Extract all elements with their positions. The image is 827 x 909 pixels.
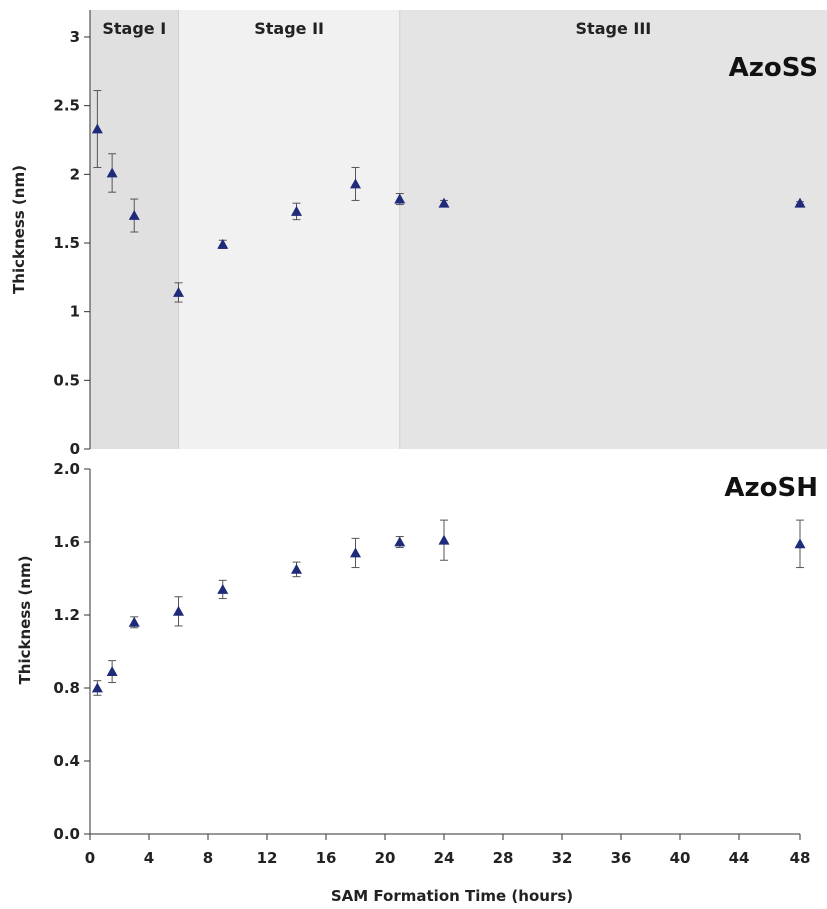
top-panel-azoss: Stage I Stage II Stage III 0 0.5 1 1.5 2 2.5 3 Thi… — [10, 10, 827, 458]
azoss-data-point — [394, 193, 406, 204]
azosh-data-point — [350, 547, 361, 558]
bottom-panel-azosh: 0.00.40.81.21.62.00 4 8 12 16 20 24 28 32 36 40 44 4… — [16, 460, 818, 905]
top-panel-label: AzoSS — [729, 53, 818, 83]
top-y-tick-label: 3 — [70, 28, 80, 46]
top-y-tick-label: 2.5 — [53, 97, 80, 115]
x-tick-label: 4 — [144, 849, 154, 867]
azosh-data-point — [438, 534, 450, 545]
stage-label-1: Stage I — [102, 19, 166, 38]
azosh-data-point — [794, 538, 806, 549]
azosh-data-point — [91, 682, 103, 693]
bottom-panel-label: AzoSH — [724, 473, 818, 503]
stage-label-2: Stage II — [254, 19, 324, 38]
azoss-data-point — [91, 123, 103, 134]
stage-band-2 — [178, 10, 400, 449]
azosh-data-point — [217, 583, 229, 594]
bottom-y-tick-label: 0.4 — [53, 752, 80, 770]
x-tick-label: 36 — [611, 849, 632, 867]
bottom-y-tick-label: 0.8 — [53, 679, 80, 697]
bottom-y-axis-title: Thickness (nm) — [16, 556, 34, 685]
azoss-data-point — [291, 205, 302, 216]
top-y-tick-label: 2 — [70, 165, 80, 183]
azosh-data-point — [173, 605, 184, 616]
azoss-data-point — [106, 167, 118, 178]
bottom-y-tick-label: 1.6 — [53, 533, 80, 551]
x-tick-label: 20 — [375, 849, 396, 867]
azoss-data-point — [128, 210, 140, 220]
x-tick-label: 48 — [790, 849, 811, 867]
azoss-data-point — [173, 286, 184, 297]
bottom-y-tick-label: 2.0 — [53, 460, 80, 478]
azosh-data-point — [128, 616, 140, 627]
azoss-data-point — [438, 197, 450, 208]
top-y-tick-label: 1.5 — [53, 234, 80, 252]
top-y-tick-label: 1 — [70, 303, 80, 321]
x-tick-label: 0 — [85, 849, 95, 867]
azosh-data-point — [394, 536, 406, 547]
x-axis-title: SAM Formation Time (hours) — [331, 887, 573, 905]
x-tick-label: 12 — [257, 849, 278, 867]
stage-label-3: Stage III — [576, 19, 652, 38]
x-tick-label: 32 — [552, 849, 573, 867]
top-y-tick-label: 0 — [70, 440, 80, 458]
x-tick-label: 28 — [493, 849, 514, 867]
top-y-axis-title: Thickness (nm) — [10, 165, 28, 294]
bottom-y-tick-label: 1.2 — [53, 606, 80, 624]
azoss-data-point — [350, 178, 361, 189]
stage-band-3 — [399, 10, 827, 449]
azosh-data-point — [106, 666, 118, 676]
azoss-data-point — [217, 238, 229, 249]
bottom-y-tick-label: 0.0 — [53, 825, 80, 843]
azosh-data-point — [291, 563, 302, 574]
x-tick-label: 16 — [316, 849, 337, 867]
top-y-tick-label: 0.5 — [53, 371, 80, 389]
x-tick-label: 8 — [203, 849, 213, 867]
x-tick-label: 40 — [670, 849, 691, 867]
x-tick-label: 24 — [434, 849, 455, 867]
azoss-data-point — [794, 197, 806, 208]
x-tick-label: 44 — [729, 849, 750, 867]
